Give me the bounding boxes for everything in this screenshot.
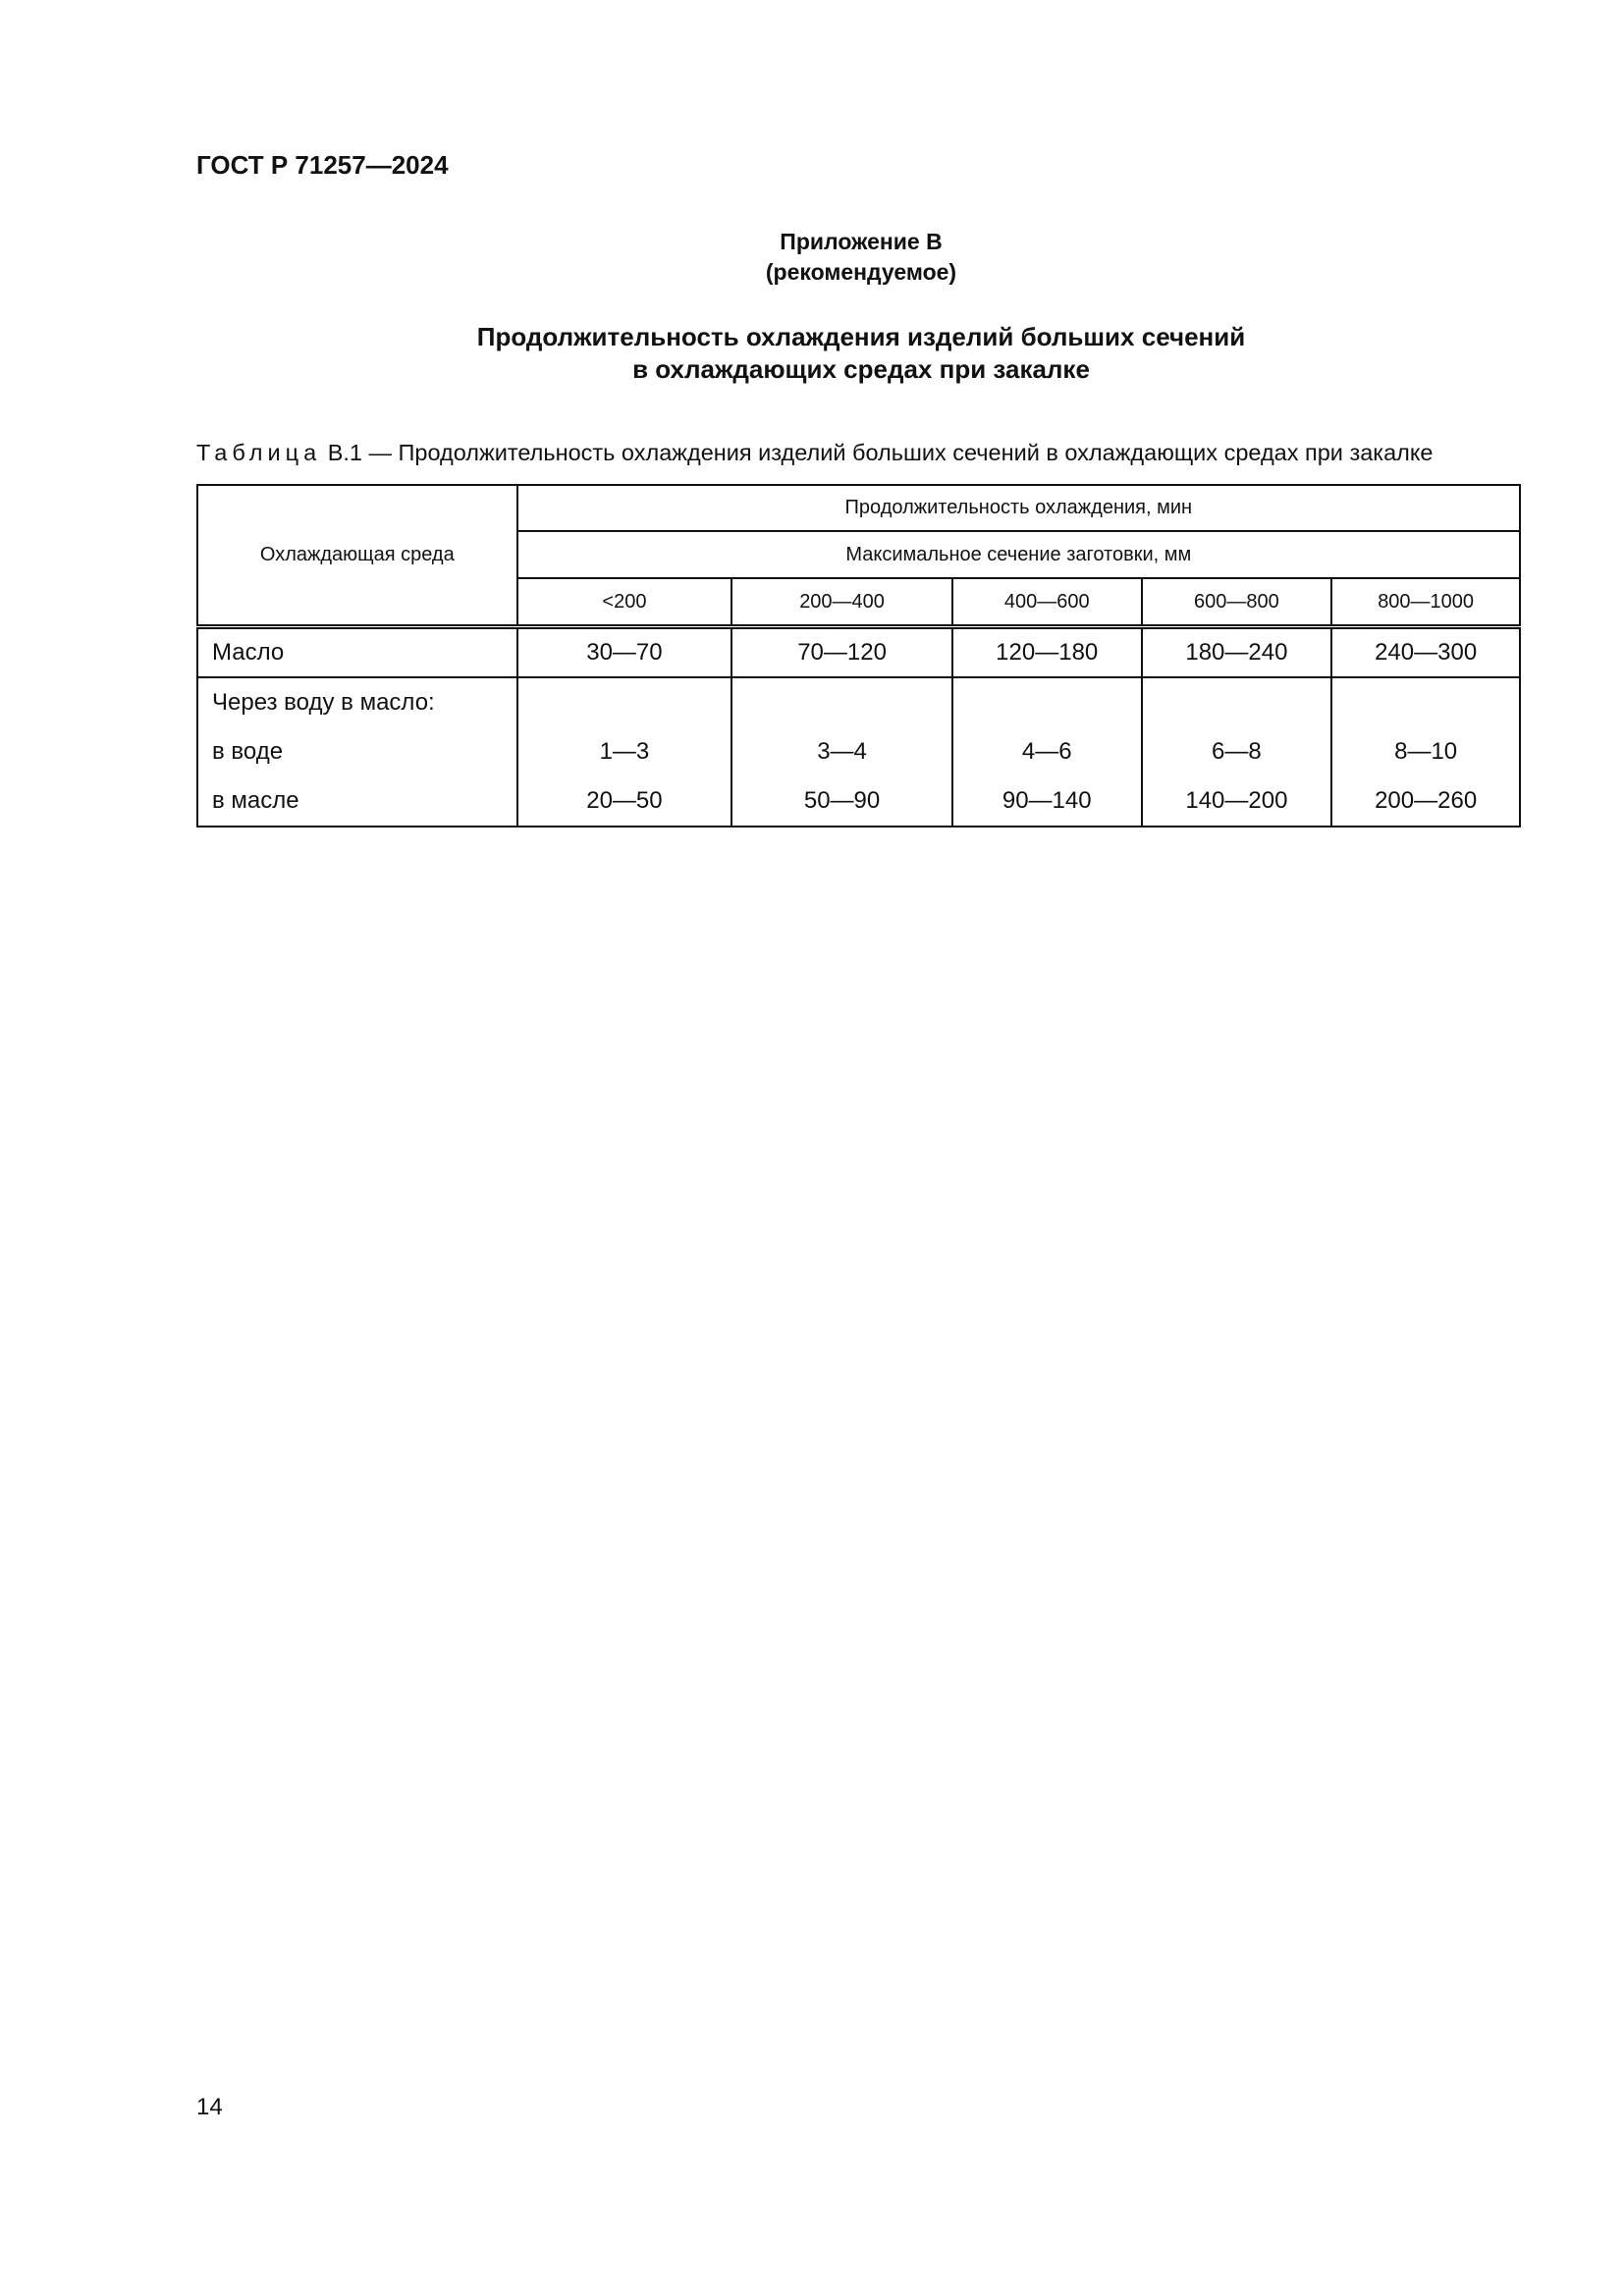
- page-number: 14: [196, 2094, 223, 2120]
- row-label: в воде: [212, 738, 284, 765]
- table-cell: 180—240: [1140, 624, 1333, 678]
- header-section-2: 200—400: [731, 577, 953, 628]
- table-caption-text: В.1 — Продолжительность охлаждения издел…: [327, 440, 1434, 465]
- annex-label: Приложение В: [780, 229, 943, 254]
- table-cell: 120—180: [950, 624, 1143, 678]
- document-id: ГОСТ Р 71257—2024: [196, 150, 449, 180]
- table-cell: 70—120: [731, 624, 953, 678]
- cooling-duration-table: Охлаждающая среда Продолжительность охла…: [196, 484, 1522, 828]
- header-section-4: 600—800: [1140, 577, 1333, 628]
- table-cell: 3—4: [817, 738, 867, 765]
- header-duration: Продолжительность охлаждения, мин: [515, 484, 1522, 532]
- section-title-line2: в охлаждающих средах при закалке: [632, 354, 1090, 384]
- header-medium: Охлаждающая среда: [196, 484, 518, 628]
- group-label: Через воду в масло:: [212, 689, 435, 716]
- table-cell: 1—3: [599, 738, 650, 765]
- table-cell: 200—260: [1375, 787, 1478, 814]
- table-row-group: Через воду в масло: в воде в масле 1—3 20…: [196, 676, 1521, 828]
- table-cell: 8—10: [1394, 738, 1458, 765]
- header-section-3: 400—600: [950, 577, 1143, 628]
- table-caption-prefix: Таблица: [196, 440, 322, 465]
- annex-type: (рекомендуемое): [765, 259, 957, 285]
- table-cell: 6—8: [1212, 738, 1262, 765]
- table-row: Масло 30—70 70—120 120—180 180—240 240—3…: [196, 624, 1521, 678]
- table-cell: 30—70: [515, 624, 733, 678]
- table-cell: 240—300: [1330, 624, 1521, 678]
- table-cell: 90—140: [1001, 787, 1092, 814]
- header-section-1: <200: [515, 577, 733, 628]
- section-title-line1: Продолжительность охлаждения изделий бол…: [476, 322, 1246, 351]
- table-cell: 50—90: [803, 787, 881, 814]
- row-label: в масле: [212, 787, 299, 814]
- header-section-5: 800—1000: [1330, 577, 1521, 628]
- table-cell: 20—50: [586, 787, 663, 814]
- table-cell: 140—200: [1185, 787, 1288, 814]
- header-section: Максимальное сечение заготовки, мм: [515, 530, 1522, 579]
- row-label: Масло: [196, 624, 518, 678]
- table-cell: 4—6: [1021, 738, 1072, 765]
- table-caption: Таблица В.1 — Продолжительность охлажден…: [196, 440, 1434, 466]
